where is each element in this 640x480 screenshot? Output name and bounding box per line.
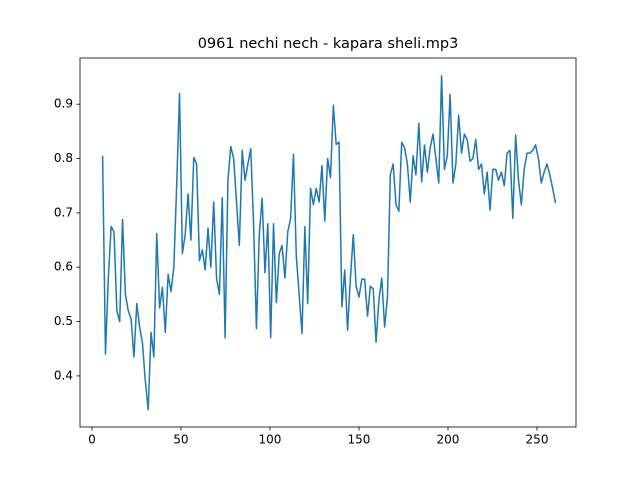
x-tick-label: 0 xyxy=(88,433,96,447)
x-tick-label: 200 xyxy=(437,433,460,447)
y-tick-label: 0.4 xyxy=(54,368,73,382)
y-tick-label: 0.6 xyxy=(54,260,73,274)
y-tick-label: 0.8 xyxy=(54,151,73,165)
y-tick-label: 0.9 xyxy=(54,97,73,111)
y-tick-label: 0.7 xyxy=(54,205,73,219)
x-tick-label: 250 xyxy=(526,433,549,447)
y-tick-label: 0.5 xyxy=(54,314,73,328)
axes-frame xyxy=(79,57,577,428)
x-tick-label: 150 xyxy=(348,433,371,447)
x-tick-label: 50 xyxy=(173,433,188,447)
data-line xyxy=(101,75,557,411)
chart-title: 0961 nechi nech - kapara sheli.mp3 xyxy=(198,36,459,52)
x-tick-label: 100 xyxy=(259,433,282,447)
